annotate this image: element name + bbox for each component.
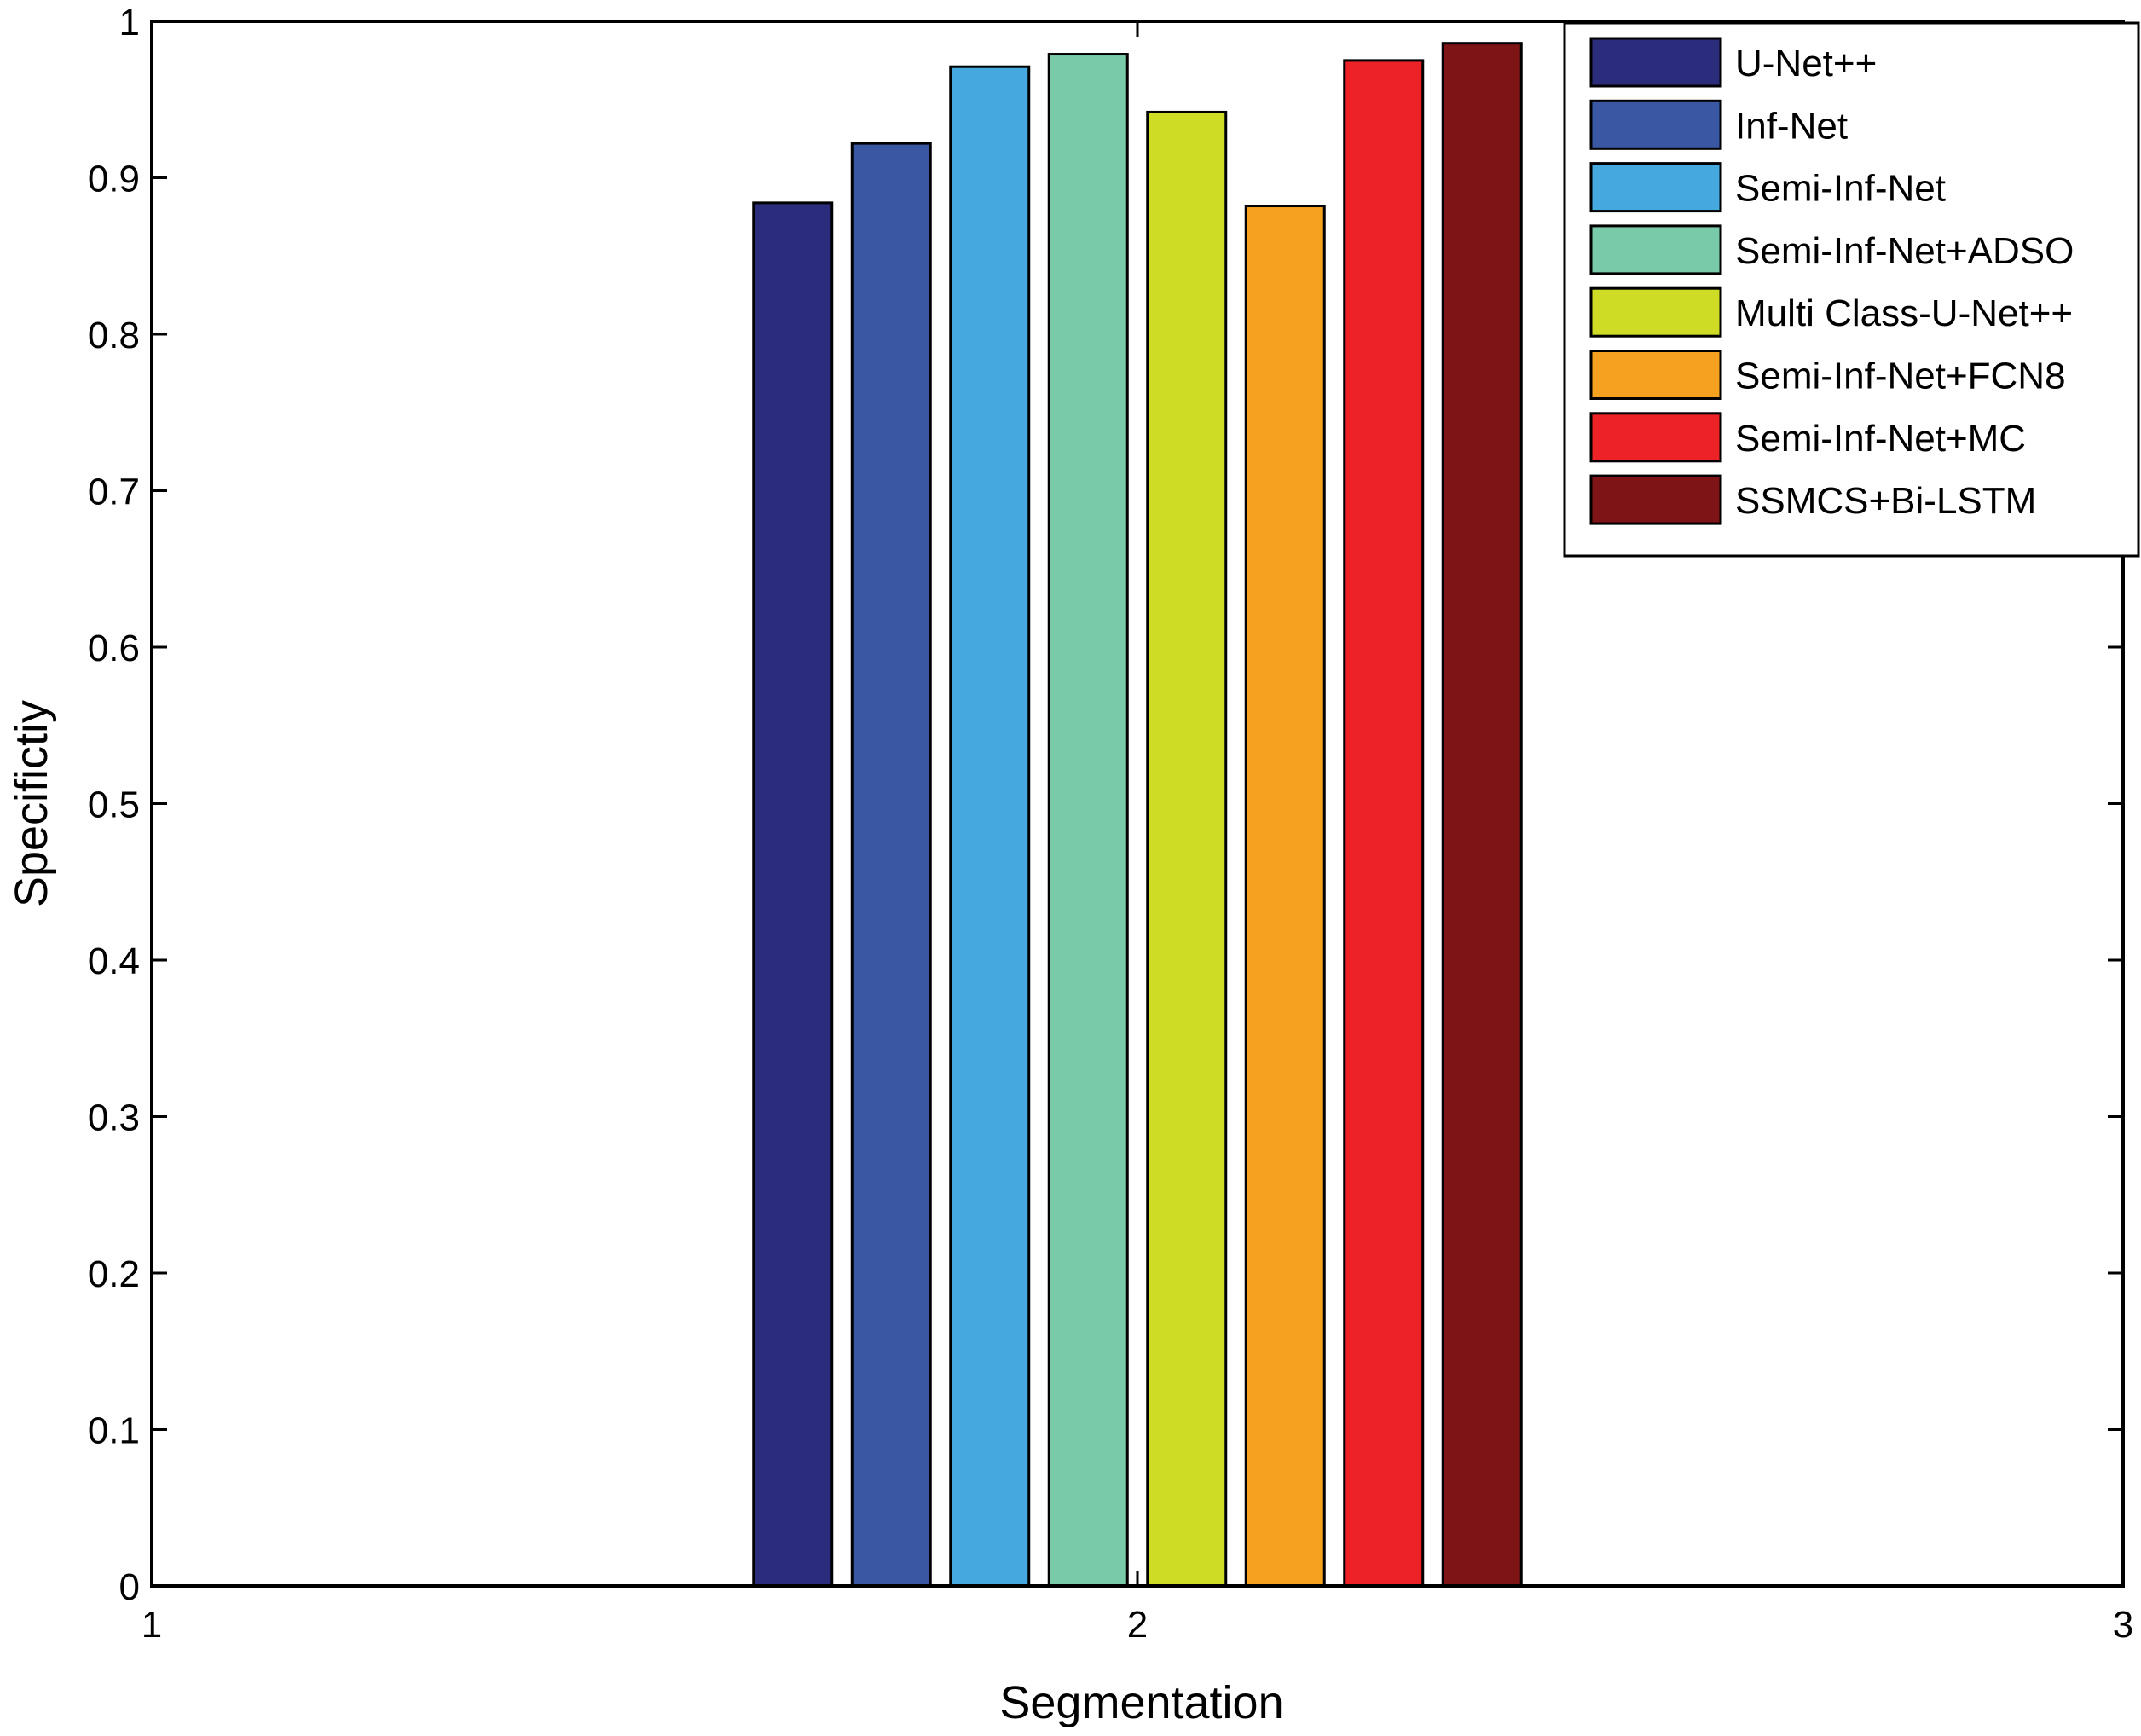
legend-swatch bbox=[1589, 99, 1722, 150]
legend-swatch bbox=[1589, 37, 1722, 88]
y-tick-label: 0.8 bbox=[88, 315, 140, 356]
x-tick-label: 3 bbox=[2113, 1604, 2133, 1646]
bar bbox=[752, 201, 834, 1588]
x-tick-label: 1 bbox=[142, 1604, 162, 1646]
legend-swatch bbox=[1589, 474, 1722, 525]
x-axis-label: Segmentation bbox=[999, 1677, 1283, 1728]
legend-swatch bbox=[1589, 412, 1722, 463]
y-tick-label: 0.6 bbox=[88, 628, 140, 669]
y-tick-label: 0.5 bbox=[88, 784, 140, 826]
legend-swatch bbox=[1589, 350, 1722, 400]
bar bbox=[949, 65, 1031, 1588]
y-tick-label: 0.2 bbox=[88, 1253, 140, 1295]
y-tick-label: 0 bbox=[119, 1566, 140, 1608]
bar bbox=[1343, 59, 1425, 1588]
y-tick-label: 0.4 bbox=[88, 940, 140, 982]
legend-label: Semi-Inf-Net+FCN8 bbox=[1735, 356, 2066, 397]
y-tick-label: 0.7 bbox=[88, 472, 140, 513]
y-tick-label: 0.9 bbox=[88, 159, 140, 200]
x-tick-label: 2 bbox=[1127, 1604, 1148, 1646]
legend-label: Multi Class-U-Net++ bbox=[1735, 292, 2073, 334]
bar bbox=[1244, 205, 1326, 1588]
legend-label: Semi-Inf-Net+MC bbox=[1735, 418, 2026, 460]
plot-frame bbox=[150, 20, 2125, 1588]
bar bbox=[1441, 42, 1523, 1588]
legend-label: SSMCS+Bi-LSTM bbox=[1735, 480, 2036, 522]
legend: U-Net++ Inf-Net Semi-Inf-Net Semi-Inf-Net+A… bbox=[1563, 21, 2140, 558]
bars bbox=[752, 42, 1523, 1588]
y-tick-label: 0.3 bbox=[88, 1097, 140, 1139]
y-tick-label: 0.1 bbox=[88, 1410, 140, 1452]
legend-label: U-Net++ bbox=[1735, 43, 1877, 84]
bar bbox=[1146, 110, 1228, 1588]
legend-label: Inf-Net bbox=[1735, 105, 1848, 147]
legend-label: Semi-Inf-Net+ADSO bbox=[1735, 230, 2074, 272]
legend-swatch bbox=[1589, 286, 1722, 338]
x-tick-labels: 1 2 3 bbox=[142, 1604, 2133, 1646]
legend-swatch bbox=[1589, 162, 1722, 213]
y-tick-labels: 0 0.1 0.2 0.3 0.4 0.5 0.6 0.7 0.8 0.9 1 bbox=[88, 2, 140, 1608]
legend-swatch bbox=[1589, 224, 1722, 275]
legend-label: Semi-Inf-Net bbox=[1735, 168, 1946, 210]
bar bbox=[1047, 53, 1129, 1588]
bar bbox=[850, 142, 932, 1588]
y-tick-label: 1 bbox=[119, 2, 140, 43]
y-axis-label: Specifictiy bbox=[6, 700, 57, 907]
legend-items: U-Net++ Inf-Net Semi-Inf-Net Semi-Inf-Net+A… bbox=[1589, 37, 2074, 525]
